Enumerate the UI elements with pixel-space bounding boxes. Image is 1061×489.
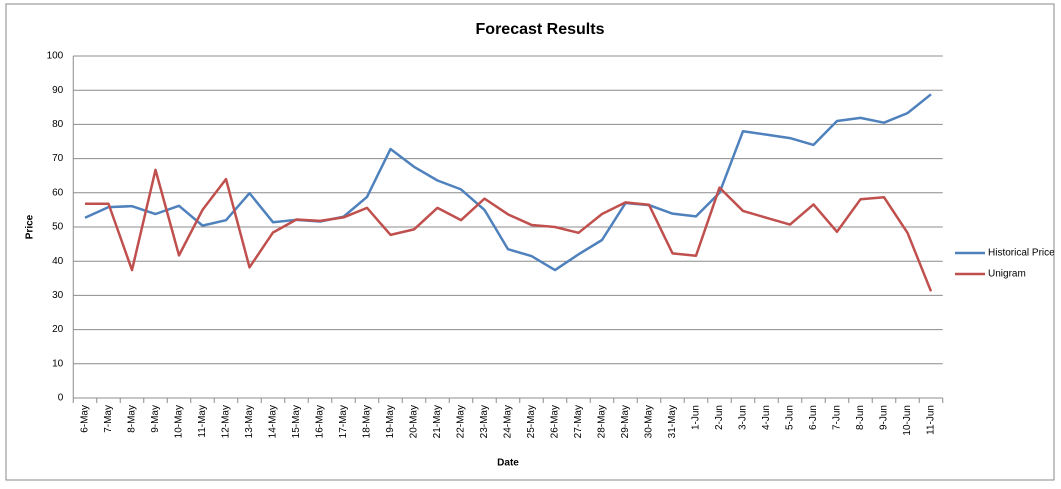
chart-border — [5, 3, 1055, 481]
x-tick-label: 8-Jun — [855, 405, 866, 430]
x-tick-label: 10-May — [174, 405, 185, 438]
x-tick-label: 18-May — [362, 405, 373, 438]
x-tick-label: 1-Jun — [691, 405, 702, 430]
x-tick-label: 9-Jun — [879, 405, 890, 430]
y-axis-label: Price — [25, 214, 36, 239]
legend-label: Unigram — [988, 269, 1026, 280]
x-tick-label: 10-Jun — [902, 405, 913, 436]
x-tick-label: 15-May — [291, 405, 302, 438]
series-line — [84, 93, 932, 272]
x-tick-label: 9-May — [150, 405, 161, 433]
y-tick-label: 0 — [58, 393, 64, 404]
x-tick-label: 26-May — [550, 405, 561, 438]
x-tick-label: 14-May — [268, 405, 279, 438]
x-tick-label: 27-May — [573, 405, 584, 438]
x-tick-label: 7-May — [103, 405, 114, 433]
x-tick-label: 16-May — [315, 405, 326, 438]
x-tick-label: 28-May — [597, 405, 608, 438]
y-tick-label: 20 — [52, 324, 64, 335]
x-tick-label: 7-Jun — [832, 405, 843, 430]
x-tick-label: 2-Jun — [714, 405, 725, 430]
x-tick-label: 4-Jun — [761, 405, 772, 430]
x-tick-label: 24-May — [503, 405, 514, 438]
y-tick-label: 80 — [52, 119, 64, 130]
y-tick-label: 90 — [52, 85, 64, 96]
x-tick-label: 5-Jun — [785, 405, 796, 430]
y-tick-label: 100 — [47, 51, 64, 62]
x-tick-label: 13-May — [244, 405, 255, 438]
x-tick-label: 11-Jun — [926, 405, 937, 435]
y-tick-label: 50 — [52, 222, 64, 233]
x-tick-label: 12-May — [221, 405, 232, 438]
x-tick-label: 3-Jun — [738, 405, 749, 430]
y-tick-label: 70 — [52, 153, 64, 164]
y-tick-label: 30 — [52, 290, 64, 301]
y-tick-label: 40 — [52, 256, 64, 267]
x-tick-label: 19-May — [385, 405, 396, 438]
x-tick-label: 8-May — [127, 405, 138, 433]
x-tick-label: 6-Jun — [808, 405, 819, 430]
x-tick-label: 25-May — [526, 405, 537, 438]
x-tick-label: 21-May — [432, 405, 443, 438]
x-tick-label: 22-May — [456, 405, 467, 438]
x-tick-label: 30-May — [644, 405, 655, 438]
x-tick-label: 31-May — [667, 405, 678, 438]
x-tick-label: 23-May — [479, 405, 490, 438]
x-axis-label: Date — [497, 458, 519, 469]
legend-label: Historical Price — [988, 248, 1055, 259]
series-line — [85, 168, 933, 292]
y-tick-label: 10 — [52, 358, 64, 369]
x-tick-label: 17-May — [338, 405, 349, 438]
x-tick-label: 11-May — [197, 405, 208, 438]
x-tick-label: 20-May — [409, 405, 420, 438]
x-tick-label: 29-May — [620, 405, 631, 438]
chart-title: Forecast Results — [476, 21, 605, 38]
y-tick-label: 60 — [52, 187, 64, 198]
x-tick-label: 6-May — [80, 405, 91, 433]
